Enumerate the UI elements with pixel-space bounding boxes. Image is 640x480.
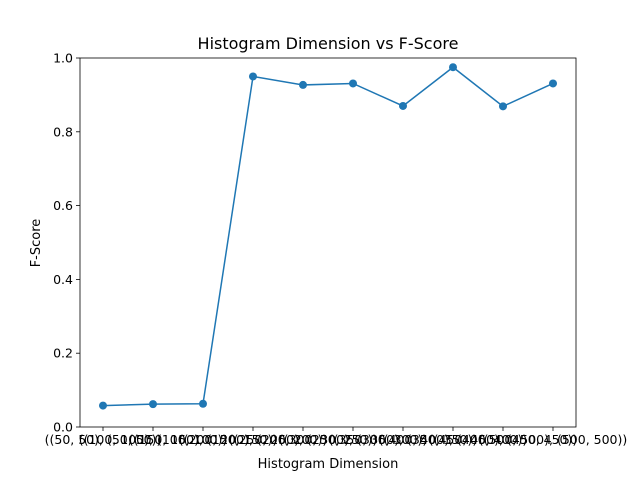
x-axis-label: Histogram Dimension — [258, 457, 399, 472]
data-point — [99, 401, 107, 410]
data-point — [549, 79, 557, 88]
x-tick-label: ((200, 200), (200, 200)) — [179, 432, 328, 447]
y-tick-label: 0.4 — [53, 272, 73, 287]
x-tick-label: ((50, 50), (50, 50)) — [45, 432, 162, 447]
y-tick-label: 0.2 — [53, 346, 73, 361]
plot-area: 0.00.20.40.60.81.0((50, 50), (50, 50))((… — [45, 51, 628, 448]
x-tick-label: ((150, 150), (150, 150)) — [129, 432, 278, 447]
y-tick-label: 0.6 — [53, 198, 73, 213]
x-tick-label: ((350, 350), (350, 350)) — [329, 432, 478, 447]
x-tick-label: ((100, 100), (100, 100)) — [79, 432, 228, 447]
x-tick-label: ((300, 300), (300, 300)) — [279, 432, 428, 447]
data-point — [349, 79, 357, 88]
x-tick-label: ((500, 500), (500, 500)) — [479, 432, 628, 447]
y-tick-label: 1.0 — [53, 51, 73, 66]
data-point — [499, 102, 507, 111]
x-tick-label: ((450, 450), (450, 450)) — [429, 432, 578, 447]
data-point — [249, 72, 257, 81]
data-point — [199, 399, 207, 408]
x-tick-label: ((250, 250), (250, 250)) — [229, 432, 378, 447]
x-tick-label: ((400, 400), (400, 400)) — [379, 432, 528, 447]
y-axis-label: F-Score — [29, 219, 44, 268]
y-tick-label: 0.8 — [53, 124, 73, 139]
axes-frame — [79, 57, 577, 428]
series-line — [102, 66, 554, 407]
data-point — [299, 80, 307, 89]
data-point — [149, 400, 157, 409]
data-point — [449, 63, 457, 72]
data-point — [399, 101, 407, 110]
chart-title: Histogram Dimension vs F-Score — [198, 34, 459, 53]
y-tick-label: 0.0 — [53, 420, 73, 435]
